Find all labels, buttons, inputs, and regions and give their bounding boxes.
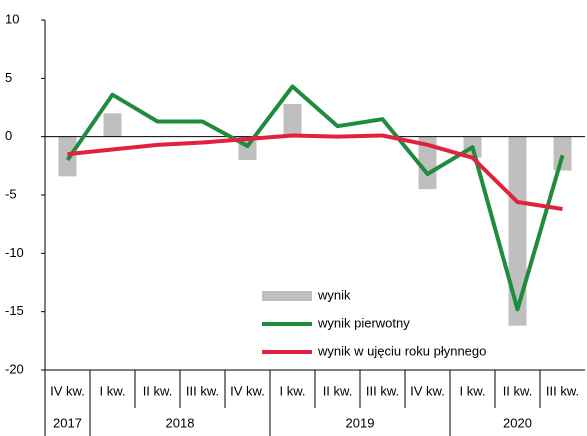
line xyxy=(67,133,563,211)
x-tick-label: I kw. xyxy=(459,383,485,398)
legend-label: wynik pierwotny xyxy=(317,315,410,330)
x-tick-label: IV kw. xyxy=(50,383,85,398)
legend-label: wynik xyxy=(317,287,351,302)
y-tick-label: -10 xyxy=(5,245,24,260)
line xyxy=(65,84,565,312)
group-label: 2018 xyxy=(166,415,195,430)
bar xyxy=(553,136,572,171)
x-tick-label: III kw. xyxy=(186,383,219,398)
group-label: 2020 xyxy=(503,415,532,430)
bar xyxy=(418,136,437,190)
y-tick-label: 0 xyxy=(5,128,12,143)
x-tick-label: II kw. xyxy=(143,383,173,398)
y-tick-label: -5 xyxy=(5,186,17,201)
bar xyxy=(103,113,122,137)
x-tick-label: II kw. xyxy=(323,383,353,398)
group-label: 2017 xyxy=(53,415,82,430)
y-tick-label: 5 xyxy=(5,70,12,85)
y-tick-label: 10 xyxy=(5,11,19,26)
legend-swatch xyxy=(262,291,312,301)
x-tick-label: III kw. xyxy=(546,383,579,398)
x-tick-label: II kw. xyxy=(503,383,533,398)
group-label: 2019 xyxy=(346,415,375,430)
x-tick-label: I kw. xyxy=(279,383,305,398)
x-tick-label: III kw. xyxy=(366,383,399,398)
y-tick-label: -15 xyxy=(5,303,24,318)
legend-label: wynik w ujęciu roku płynnego xyxy=(317,343,486,358)
x-tick-label: IV kw. xyxy=(230,383,265,398)
x-tick-label: I kw. xyxy=(99,383,125,398)
bar xyxy=(508,136,527,326)
bar xyxy=(283,104,302,137)
y-tick-label: -20 xyxy=(5,361,24,376)
x-tick-label: IV kw. xyxy=(410,383,445,398)
